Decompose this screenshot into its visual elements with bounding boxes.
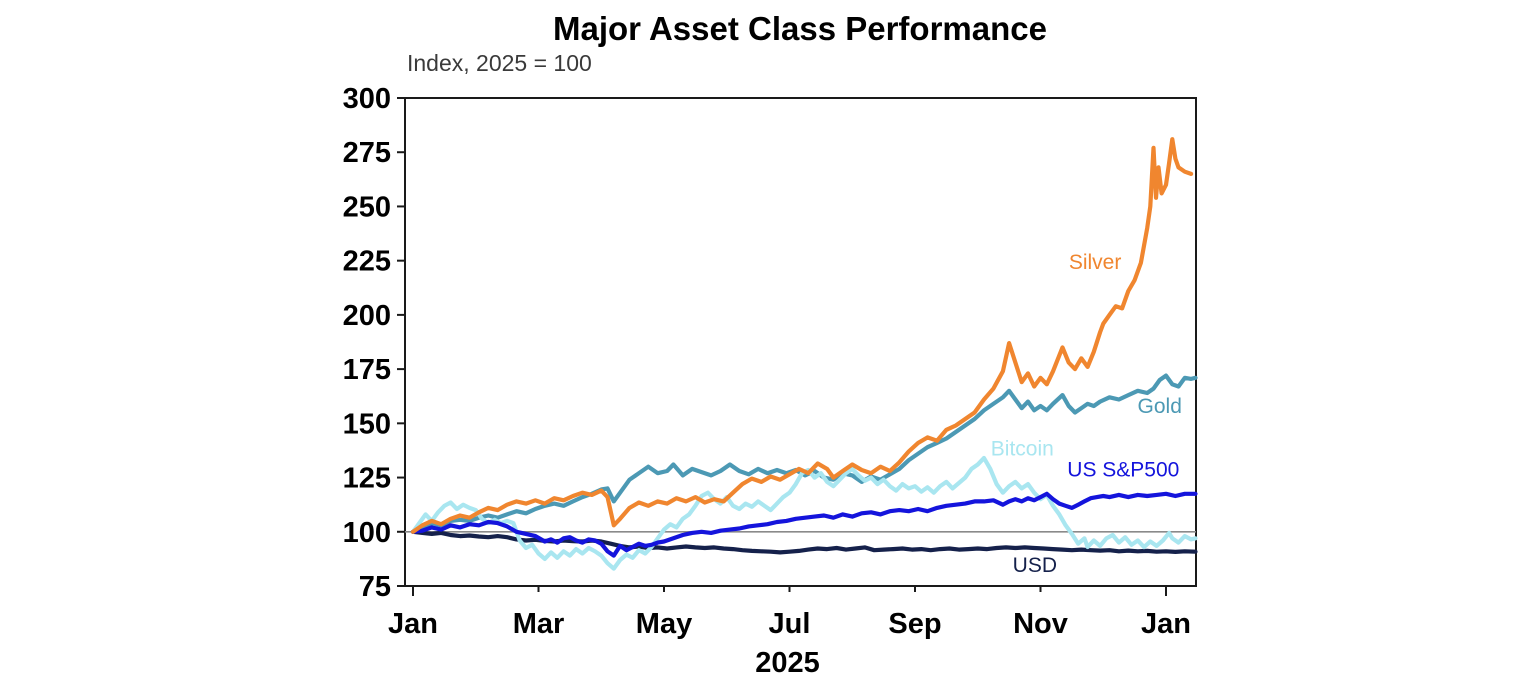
x-tick-label: Jan (1141, 608, 1191, 640)
series-line-silver (410, 137, 1194, 534)
series-line-bitcoin (410, 455, 1198, 571)
series-label-usd: USD (1013, 554, 1057, 577)
y-tick-label: 175 (343, 354, 391, 386)
y-tick-label: 300 (343, 83, 391, 115)
series-label-bitcoin: Bitcoin (991, 437, 1054, 460)
y-tick-label: 75 (359, 571, 391, 603)
y-tick-label: 100 (343, 517, 391, 549)
x-tick-label: Jul (769, 608, 811, 640)
series-label-gold: Gold (1138, 395, 1182, 418)
series-label-silver: Silver (1069, 251, 1122, 274)
y-tick-label: 200 (343, 300, 391, 332)
y-tick-label: 125 (343, 463, 391, 495)
y-tick-label: 250 (343, 191, 391, 223)
x-tick-label: Nov (1013, 608, 1068, 640)
x-tick-label: Jan (388, 608, 438, 640)
chart-subtitle: Index, 2025 = 100 (407, 50, 592, 76)
x-axis-year-label: 2025 (755, 647, 820, 679)
y-tick-label: 225 (343, 246, 391, 278)
y-tick-label: 275 (343, 137, 391, 169)
y-tick-label: 150 (343, 408, 391, 440)
x-tick-label: Mar (513, 608, 565, 640)
x-tick-label: May (636, 608, 692, 640)
x-tick-label: Sep (888, 608, 941, 640)
series-label-us-s-p500: US S&P500 (1067, 459, 1179, 482)
series-line-us-s-p500 (410, 491, 1198, 558)
chart-title: Major Asset Class Performance (553, 10, 1047, 47)
